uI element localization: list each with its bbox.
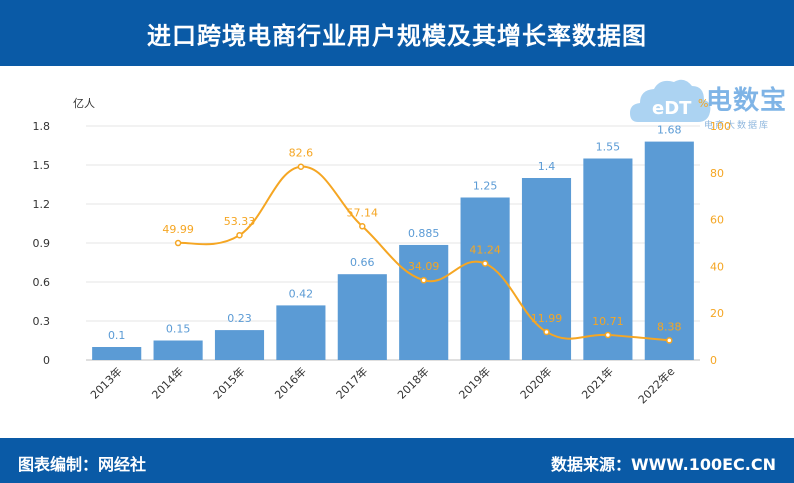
logo-subtitle: 电商大数据库 xyxy=(704,121,771,131)
bar xyxy=(276,305,326,360)
y-right-tick-label: 40 xyxy=(710,260,724,273)
x-tick-label: 2013年 xyxy=(87,364,124,401)
line-point xyxy=(604,331,612,339)
y-left-tick-label: 0.6 xyxy=(33,276,51,289)
x-tick-label: 2022年e xyxy=(635,364,677,406)
footer-credit-value: 网经社 xyxy=(98,455,147,474)
y-left-tick-label: 0.9 xyxy=(33,237,51,250)
title-bar: 进口跨境电商行业用户规模及其增长率数据图 xyxy=(0,0,794,66)
bar xyxy=(521,178,572,360)
bar-data-label: 1.25 xyxy=(473,180,498,193)
grid xyxy=(86,125,700,361)
bar xyxy=(92,347,142,360)
line-data-label: 11.99 xyxy=(531,312,563,325)
bar-data-label: 1.55 xyxy=(596,141,621,154)
line-data-label: 10.71 xyxy=(592,315,624,328)
bar xyxy=(214,330,265,360)
y-left-tick-label: 1.2 xyxy=(33,198,51,211)
growth-rate-line xyxy=(177,165,670,342)
x-tick-label: 2020年 xyxy=(517,364,554,401)
line-point xyxy=(666,337,673,344)
x-tick-label: 2018年 xyxy=(394,364,431,401)
line-point xyxy=(481,260,489,267)
y-left-tick-label: 1.8 xyxy=(33,120,51,133)
bar-data-label: 0.15 xyxy=(166,323,191,336)
y-right-tick-label: 20 xyxy=(710,307,724,320)
bar-data-label: 0.885 xyxy=(408,227,440,240)
bars xyxy=(92,141,694,360)
footer-source: 数据来源：WWW.100EC.CN xyxy=(551,451,776,475)
bar xyxy=(460,197,510,360)
x-tick-label: 2015年 xyxy=(210,364,247,401)
y-left-tick-label: 1.5 xyxy=(33,159,51,172)
line-data-label: 41.24 xyxy=(469,243,501,256)
bar-data-label: 0.1 xyxy=(108,329,126,342)
line-point xyxy=(359,223,366,230)
line-data-label: 53.33 xyxy=(224,215,256,228)
bar xyxy=(153,340,203,360)
chart-title: 进口跨境电商行业用户规模及其增长率数据图 xyxy=(147,21,647,50)
x-tick-label: 2014年 xyxy=(149,364,186,401)
footer-credit-label: 图表编制： xyxy=(18,455,99,474)
bar xyxy=(583,158,633,360)
bar-data-label: 1.4 xyxy=(538,160,556,173)
y-left-axis-label: 亿人 xyxy=(73,97,95,110)
bar-data-label: 0.66 xyxy=(350,256,375,269)
x-tick-label: 2021年 xyxy=(579,364,616,401)
footer-credit: 图表编制：网经社 xyxy=(18,451,146,475)
line-series xyxy=(174,163,673,344)
y-right-tick-label: 60 xyxy=(710,214,724,227)
y-right-tick-label: 80 xyxy=(710,167,724,180)
footer-source-label: 数据来源： xyxy=(550,455,631,474)
bar xyxy=(337,274,387,360)
line-point xyxy=(420,276,427,284)
line-labels: 49.99 53.33 82.6 57.14 34.09 41.24 11.99 10.71 8… xyxy=(162,147,681,334)
x-tick-label: 2019年 xyxy=(456,364,493,401)
footer-source-value: WWW.100EC.CN xyxy=(631,455,776,474)
y-left-tick-label: 0 xyxy=(43,354,50,367)
line-point xyxy=(174,239,182,247)
logo-text: 电数宝 xyxy=(706,86,788,116)
line-point xyxy=(236,231,243,239)
cloud-logo-icon: eDT xyxy=(630,79,711,122)
bar xyxy=(644,141,694,360)
bar-data-label: 0.23 xyxy=(227,312,252,325)
bar xyxy=(399,244,449,360)
footer-bar: 图表编制：网经社 数据来源：WWW.100EC.CN xyxy=(0,438,794,483)
bar-data-label: 0.42 xyxy=(289,287,314,300)
line-point xyxy=(543,328,550,336)
line-data-label: 49.99 xyxy=(162,223,194,236)
x-tick-label: 2017年 xyxy=(333,364,370,401)
line-data-label: 82.6 xyxy=(289,147,314,160)
line-data-label: 34.09 xyxy=(408,260,440,273)
line-point xyxy=(297,163,305,170)
logo-badge: eDT xyxy=(652,98,692,119)
x-tick-labels: 2013年 2014年 2015年 2016年 2017年 2018年 2019年 2020年… xyxy=(87,364,677,406)
y-right-tick-label: 0 xyxy=(710,354,717,367)
line-data-label: 57.14 xyxy=(347,206,379,219)
line-data-label: 8.38 xyxy=(657,320,682,333)
y-left-tick-label: 0.3 xyxy=(33,315,51,328)
x-tick-label: 2016年 xyxy=(272,364,309,401)
